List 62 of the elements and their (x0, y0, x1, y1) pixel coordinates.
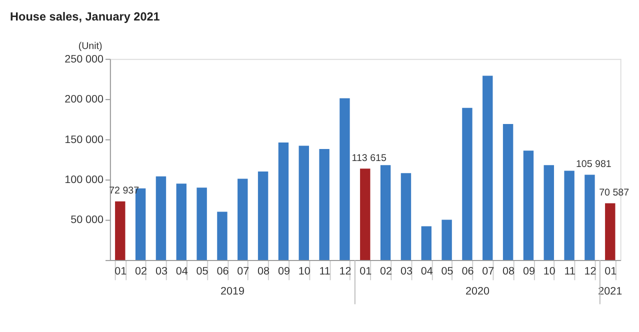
bar (319, 148, 330, 260)
x-tick-label: 07 (482, 265, 494, 278)
bar (217, 212, 228, 260)
x-tick-label: 06 (216, 265, 229, 278)
x-tick-label: 12 (584, 265, 596, 278)
bar (523, 150, 534, 260)
data-label: 105 981 (576, 158, 612, 170)
data-label: 113 615 (352, 152, 387, 164)
data-label: 70 587 (599, 187, 630, 198)
text: 2020 (465, 285, 490, 298)
bar (442, 220, 452, 260)
x-tick-label: 04 (176, 265, 188, 278)
x-tick-label: 03 (400, 265, 412, 278)
text: 2021 (598, 285, 622, 298)
bar (238, 178, 248, 260)
bar (502, 124, 514, 260)
bar (156, 176, 166, 260)
bar (605, 203, 616, 260)
x-tick-label: 10 (543, 265, 556, 278)
x-tick-label: 07 (237, 265, 250, 278)
y-tick-label: 250 000 (64, 53, 104, 66)
y-tick-label: 150 000 (64, 134, 104, 146)
x-tick-label: 08 (502, 265, 515, 278)
x-tick-label: 01 (114, 265, 127, 278)
x-tick-label: 05 (196, 265, 208, 278)
bar (340, 98, 350, 260)
x-tick-label: 06 (462, 265, 474, 278)
bar (196, 188, 207, 260)
x-tick-label: 10 (298, 265, 310, 278)
x-tick-label: 03 (155, 265, 168, 278)
y-tick-label: 50 000 (70, 214, 104, 226)
bar (462, 108, 472, 260)
x-tick-label: 02 (380, 265, 392, 278)
bar (176, 184, 186, 260)
bar (421, 226, 432, 260)
bar (544, 165, 554, 260)
bar (584, 174, 595, 260)
x-tick-label: 01 (604, 265, 617, 278)
bar (258, 172, 268, 260)
y-axis-title: (Unit) (78, 41, 102, 52)
bar (482, 76, 493, 260)
x-tick-label: 08 (258, 265, 270, 278)
x-tick-label: 05 (441, 265, 454, 278)
x-tick-label: 09 (278, 265, 290, 278)
chart-title: House sales, January 2021 (10, 10, 160, 24)
x-tick-label: 11 (564, 265, 576, 278)
x-tick-label: 11 (319, 265, 330, 278)
text: 2019 (220, 285, 244, 298)
x-tick-label: 04 (420, 265, 433, 278)
bar (400, 173, 412, 260)
bar (278, 142, 289, 260)
bar (564, 170, 574, 260)
x-tick-label: 01 (360, 265, 372, 278)
bar (115, 201, 126, 260)
bar (360, 168, 370, 260)
x-tick-label: 12 (339, 265, 352, 278)
y-tick-label: 200 000 (64, 94, 104, 106)
y-tick-label: 100 000 (64, 174, 104, 186)
bar (298, 146, 309, 260)
x-tick-label: 02 (135, 265, 148, 278)
bar (380, 165, 391, 260)
x-tick-label: 09 (522, 265, 535, 278)
